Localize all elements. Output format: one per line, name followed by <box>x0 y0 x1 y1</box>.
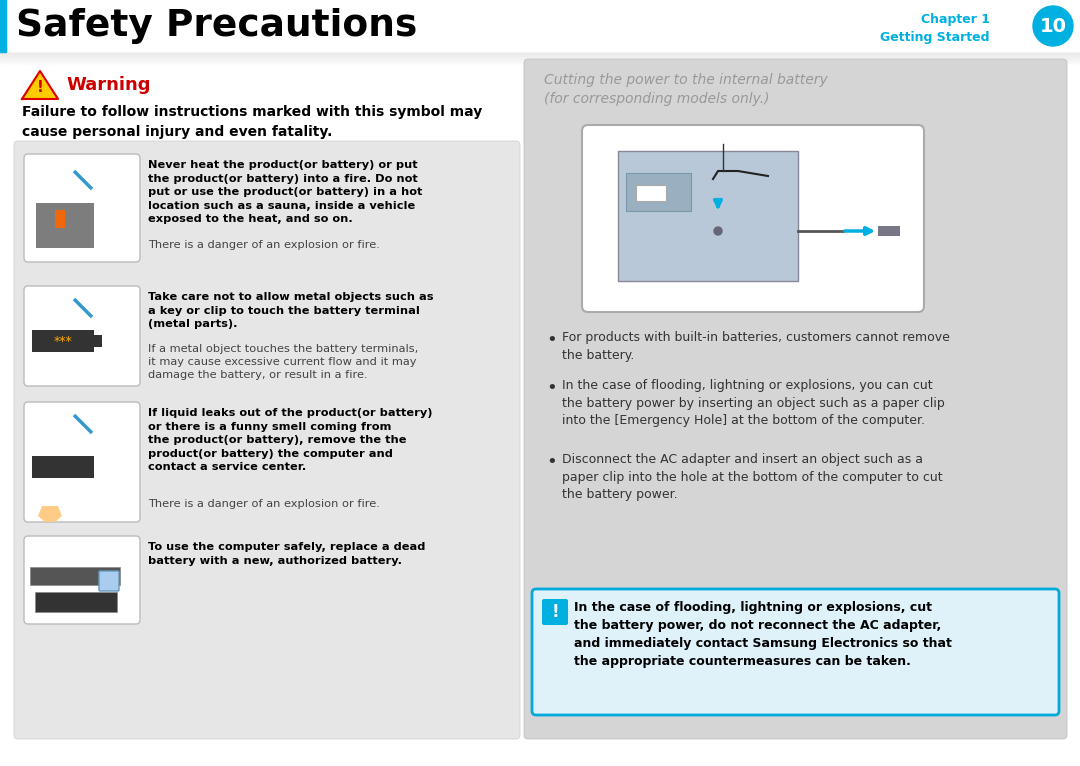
Text: For products with built-in batteries, customers cannot remove
the battery.: For products with built-in batteries, cu… <box>562 331 950 362</box>
Text: Disconnect the AC adapter and insert an object such as a
paper clip into the hol: Disconnect the AC adapter and insert an … <box>562 453 943 501</box>
FancyBboxPatch shape <box>532 589 1059 715</box>
Text: Never heat the product(or battery) or put
the product(or battery) into a fire. D: Never heat the product(or battery) or pu… <box>148 160 422 224</box>
Circle shape <box>714 227 723 235</box>
FancyBboxPatch shape <box>24 402 140 522</box>
FancyBboxPatch shape <box>14 141 519 739</box>
Text: •: • <box>546 453 557 471</box>
FancyBboxPatch shape <box>582 125 924 312</box>
Text: •: • <box>546 379 557 397</box>
FancyBboxPatch shape <box>24 154 140 262</box>
Bar <box>0 63 1080 64</box>
Text: There is a danger of an explosion or fire.: There is a danger of an explosion or fir… <box>148 499 380 509</box>
FancyBboxPatch shape <box>542 599 568 625</box>
Bar <box>878 226 900 236</box>
Text: In the case of flooding, lightning or explosions, you can cut
the battery power : In the case of flooding, lightning or ex… <box>562 379 945 427</box>
Text: Warning: Warning <box>66 76 150 94</box>
Polygon shape <box>38 506 62 522</box>
Bar <box>0 57 1080 58</box>
Text: In the case of flooding, lightning or explosions, cut
the battery power, do not : In the case of flooding, lightning or ex… <box>573 601 951 668</box>
Bar <box>0 52 1080 53</box>
FancyBboxPatch shape <box>24 286 140 386</box>
Bar <box>0 0 6 52</box>
Bar <box>0 53 1080 54</box>
Bar <box>618 151 798 281</box>
Text: Failure to follow instructions marked with this symbol may
cause personal injury: Failure to follow instructions marked wi… <box>22 105 483 139</box>
Bar <box>0 60 1080 61</box>
Bar <box>32 330 94 352</box>
Bar <box>0 56 1080 57</box>
FancyBboxPatch shape <box>24 536 140 624</box>
Text: If a metal object touches the battery terminals,
it may cause excessive current : If a metal object touches the battery te… <box>148 344 418 381</box>
Text: !: ! <box>551 603 558 621</box>
Bar <box>0 55 1080 56</box>
Bar <box>0 54 1080 55</box>
Bar <box>0 61 1080 62</box>
Text: Safety Precautions: Safety Precautions <box>16 8 417 44</box>
Bar <box>0 62 1080 63</box>
Bar <box>626 173 691 211</box>
Bar <box>0 58 1080 59</box>
Bar <box>0 59 1080 60</box>
Bar <box>636 185 666 201</box>
Text: If liquid leaks out of the product(or battery)
or there is a funny smell coming : If liquid leaks out of the product(or ba… <box>148 408 432 473</box>
Text: •: • <box>546 331 557 349</box>
Bar <box>35 592 117 612</box>
Text: Chapter 1: Chapter 1 <box>921 14 990 27</box>
Text: 10: 10 <box>1039 17 1067 35</box>
Text: Cutting the power to the internal battery
(for corresponding models only.): Cutting the power to the internal batter… <box>544 73 827 106</box>
FancyBboxPatch shape <box>524 59 1067 739</box>
Text: ***: *** <box>54 335 72 348</box>
FancyBboxPatch shape <box>99 571 119 591</box>
Bar <box>36 203 94 248</box>
Bar <box>55 210 65 228</box>
Text: To use the computer safely, replace a dead
battery with a new, authorized batter: To use the computer safely, replace a de… <box>148 542 426 565</box>
Text: !: ! <box>37 80 43 94</box>
Bar <box>94 335 102 347</box>
Text: Take care not to allow metal objects such as
a key or clip to touch the battery : Take care not to allow metal objects suc… <box>148 292 433 329</box>
Polygon shape <box>22 71 58 99</box>
Text: Getting Started: Getting Started <box>880 31 990 44</box>
Bar <box>30 567 120 585</box>
Circle shape <box>1032 6 1074 46</box>
Text: There is a danger of an explosion or fire.: There is a danger of an explosion or fir… <box>148 240 380 250</box>
Bar <box>32 456 94 478</box>
